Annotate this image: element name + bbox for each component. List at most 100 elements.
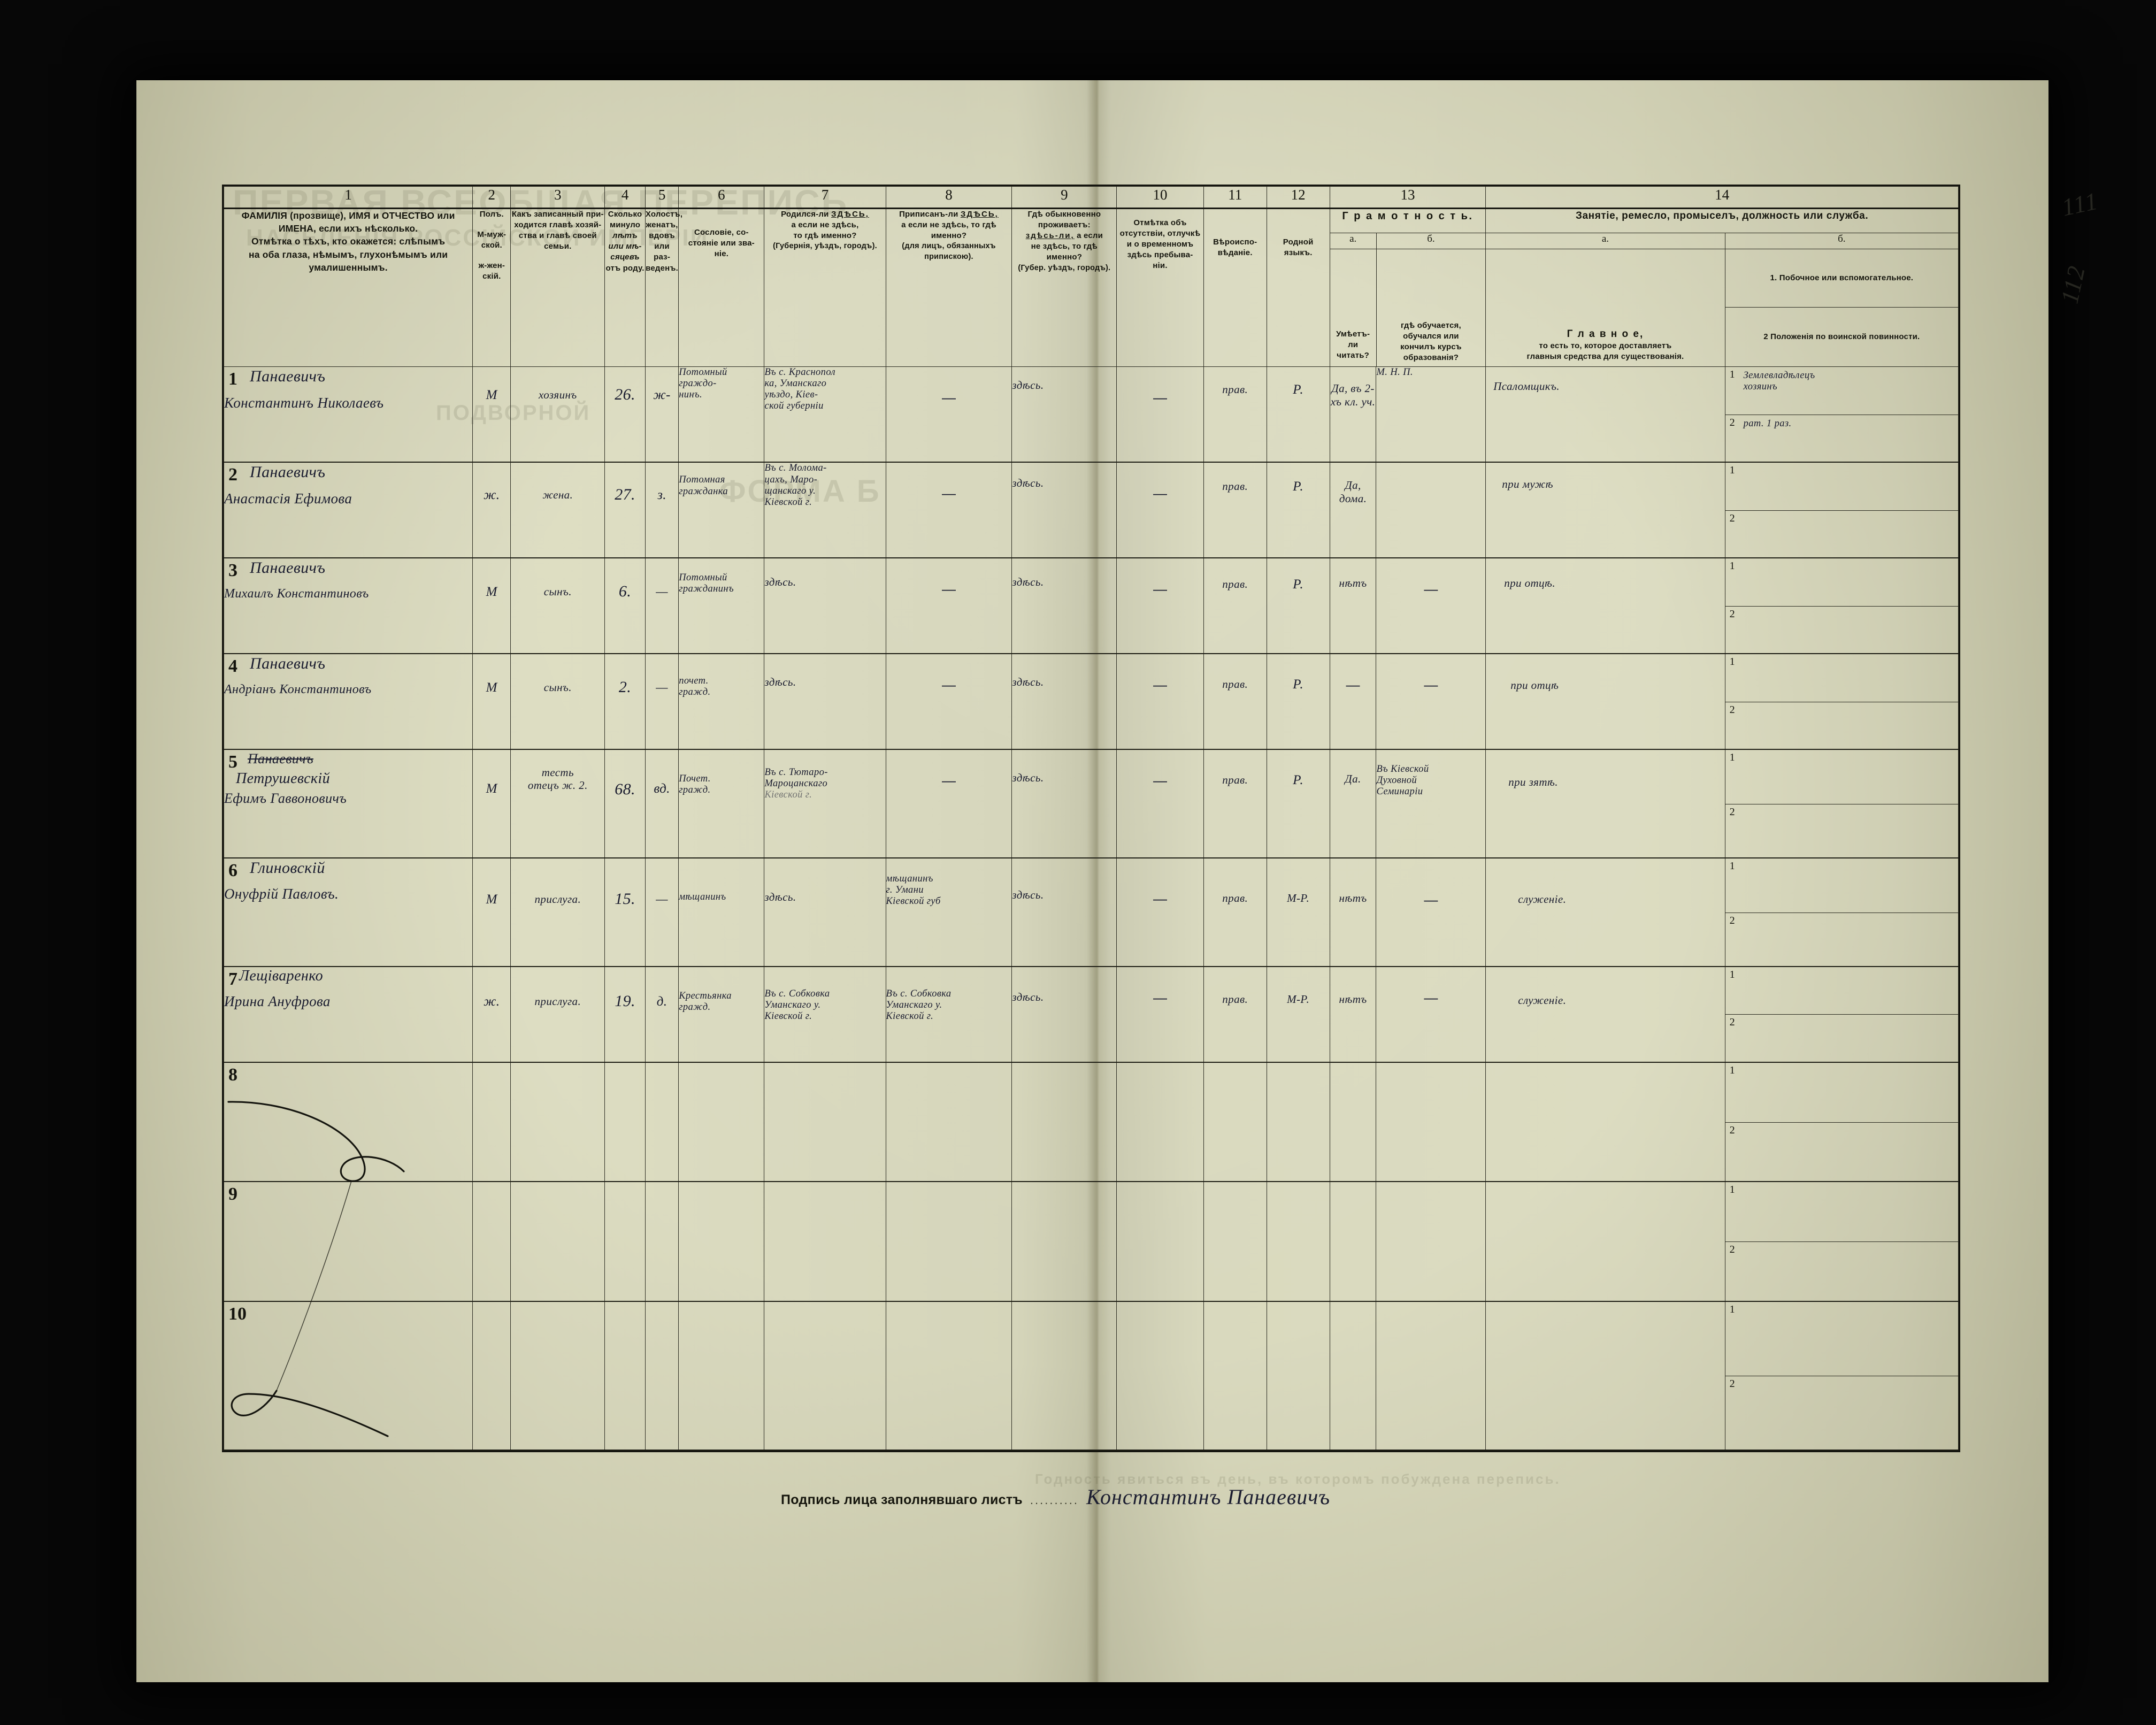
cell-sex[interactable]: [472, 1301, 511, 1451]
military-status[interactable]: 2: [1725, 1241, 1958, 1301]
cell-residence[interactable]: здѣсь.: [1011, 966, 1117, 1063]
secondary-occupation[interactable]: 1: [1729, 752, 1735, 764]
cell-name[interactable]: 7 Лещiваренко Ирина Ануфрова: [223, 966, 473, 1063]
cell-name[interactable]: 2 Панаевичъ Анастасiя Ефимова: [223, 462, 473, 559]
cell-name[interactable]: 1 Панаевичъ Константинъ Николаевъ: [223, 366, 473, 463]
cell-estate[interactable]: Потомный граждо- нинъ.: [678, 366, 765, 463]
cell-sex[interactable]: [472, 1062, 511, 1183]
cell-language[interactable]: Р.: [1266, 557, 1330, 655]
cell-registered[interactable]: [885, 1062, 1012, 1183]
table-row[interactable]: 4 Панаевичъ Андрiанъ Константиновъ М сын…: [223, 653, 1959, 750]
cell-registered[interactable]: мѣщанинъ г. Умани Кiевской губ: [885, 857, 1012, 968]
cell-residence[interactable]: [1011, 1062, 1117, 1183]
cell-residence[interactable]: здѣсь.: [1011, 462, 1117, 559]
cell-estate[interactable]: почет. гражд.: [678, 653, 765, 750]
secondary-occupation[interactable]: 1: [1729, 1064, 1735, 1076]
cell-marital[interactable]: д.: [645, 966, 679, 1063]
cell-estate[interactable]: мѣщанинъ: [678, 857, 765, 968]
cell-relation[interactable]: жена.: [510, 462, 605, 559]
table-row[interactable]: 6 Глиновскiй Онуфрiй Павловъ. М прислуга…: [223, 857, 1959, 968]
cell-estate[interactable]: Почет. гражд.: [678, 749, 765, 859]
cell-sex[interactable]: М: [472, 366, 511, 463]
cell-literacy[interactable]: Да.: [1329, 749, 1377, 859]
military-status[interactable]: 2: [1725, 803, 1958, 858]
cell-sex[interactable]: М: [472, 857, 511, 968]
cell-age[interactable]: 19.: [604, 966, 646, 1063]
cell-literacy[interactable]: [1329, 1301, 1377, 1451]
cell-occupation[interactable]: при зятѣ.: [1485, 749, 1725, 859]
cell-relation[interactable]: [510, 1062, 605, 1183]
cell-age[interactable]: 27.: [604, 462, 646, 559]
table-row[interactable]: 5 Панаевичъ Петрушевскiй Ефимъ Гаввонови…: [223, 749, 1959, 859]
secondary-occupation[interactable]: 1: [1729, 464, 1735, 477]
cell-absence[interactable]: —: [1116, 653, 1204, 750]
cell-religion[interactable]: прав.: [1203, 557, 1267, 655]
signature-line[interactable]: Подпись лица заполнявшаго листъ ........…: [781, 1484, 1330, 1509]
cell-absence[interactable]: —: [1116, 557, 1204, 655]
table-row[interactable]: 10 1 2: [223, 1301, 1959, 1451]
cell-birthplace[interactable]: [764, 1181, 886, 1302]
cell-estate[interactable]: [678, 1062, 765, 1183]
military-status[interactable]: 2: [1725, 1122, 1958, 1182]
cell-absence[interactable]: [1116, 1301, 1204, 1451]
cell-age[interactable]: [604, 1062, 646, 1183]
cell-education[interactable]: М. Н. П.: [1376, 366, 1486, 463]
table-row[interactable]: 7 Лещiваренко Ирина Ануфрова ж. прислуга…: [223, 966, 1959, 1063]
cell-sex[interactable]: ж.: [472, 966, 511, 1063]
cell-language[interactable]: Р.: [1266, 749, 1330, 859]
cell-relation[interactable]: [510, 1301, 605, 1451]
table-row[interactable]: 1 Панаевичъ Константинъ Николаевъ М хозя…: [223, 366, 1959, 463]
cell-registered[interactable]: —: [885, 462, 1012, 559]
cell-occupation[interactable]: служенiе.: [1485, 966, 1725, 1063]
cell-sex[interactable]: М: [472, 557, 511, 655]
cell-registered[interactable]: —: [885, 653, 1012, 750]
cell-occupation[interactable]: при отцѣ.: [1485, 557, 1725, 655]
cell-language[interactable]: Р.: [1266, 366, 1330, 463]
cell-occupation[interactable]: [1485, 1062, 1725, 1183]
cell-education[interactable]: [1376, 1181, 1486, 1302]
cell-language[interactable]: [1266, 1181, 1330, 1302]
cell-estate[interactable]: [678, 1181, 765, 1302]
cell-registered[interactable]: —: [885, 749, 1012, 859]
military-status[interactable]: 2: [1725, 912, 1958, 967]
cell-education[interactable]: —: [1376, 653, 1486, 750]
cell-sex[interactable]: М: [472, 653, 511, 750]
cell-marital[interactable]: ж-: [645, 366, 679, 463]
cell-literacy[interactable]: нѣтъ: [1329, 857, 1377, 968]
cell-language[interactable]: М-Р.: [1266, 966, 1330, 1063]
cell-birthplace[interactable]: здѣсь.: [764, 557, 886, 655]
cell-education[interactable]: —: [1376, 557, 1486, 655]
cell-estate[interactable]: [678, 1301, 765, 1451]
cell-estate[interactable]: Потомная гражданка: [678, 462, 765, 559]
cell-occupation[interactable]: [1485, 1301, 1725, 1451]
cell-residence[interactable]: [1011, 1301, 1117, 1451]
cell-relation[interactable]: сынъ.: [510, 653, 605, 750]
cell-religion[interactable]: [1203, 1181, 1267, 1302]
cell-language[interactable]: [1266, 1062, 1330, 1183]
cell-age[interactable]: [604, 1301, 646, 1451]
cell-birthplace[interactable]: здѣсь.: [764, 653, 886, 750]
cell-residence[interactable]: здѣсь.: [1011, 557, 1117, 655]
cell-marital[interactable]: —: [645, 653, 679, 750]
cell-residence[interactable]: здѣсь.: [1011, 749, 1117, 859]
cell-birthplace[interactable]: Въ с. Молома- цахъ, Маро- щанскаго у. Кi…: [764, 462, 886, 559]
cell-absence[interactable]: [1116, 1181, 1204, 1302]
secondary-occupation[interactable]: 1: [1729, 560, 1735, 572]
secondary-occupation[interactable]: 1: [1729, 656, 1735, 668]
cell-registered[interactable]: [885, 1181, 1012, 1302]
cell-absence[interactable]: —: [1116, 749, 1204, 859]
cell-registered[interactable]: —: [885, 557, 1012, 655]
cell-birthplace[interactable]: [764, 1301, 886, 1451]
cell-absence[interactable]: —: [1116, 366, 1204, 463]
cell-secondary-military[interactable]: 1 2: [1724, 462, 1959, 559]
cell-marital[interactable]: [645, 1181, 679, 1302]
military-status[interactable]: 2: [1725, 1376, 1958, 1450]
secondary-occupation[interactable]: 1: [1729, 1184, 1735, 1196]
cell-language[interactable]: Р.: [1266, 462, 1330, 559]
cell-relation[interactable]: тесть отецъ ж. 2.: [510, 749, 605, 859]
cell-marital[interactable]: [645, 1062, 679, 1183]
secondary-occupation[interactable]: 1 Землевладѣлецъ хозяинъ: [1729, 369, 1815, 393]
cell-absence[interactable]: [1116, 1062, 1204, 1183]
cell-sex[interactable]: [472, 1181, 511, 1302]
table-row[interactable]: 2 Панаевичъ Анастасiя Ефимова ж. жена. 2…: [223, 462, 1959, 559]
